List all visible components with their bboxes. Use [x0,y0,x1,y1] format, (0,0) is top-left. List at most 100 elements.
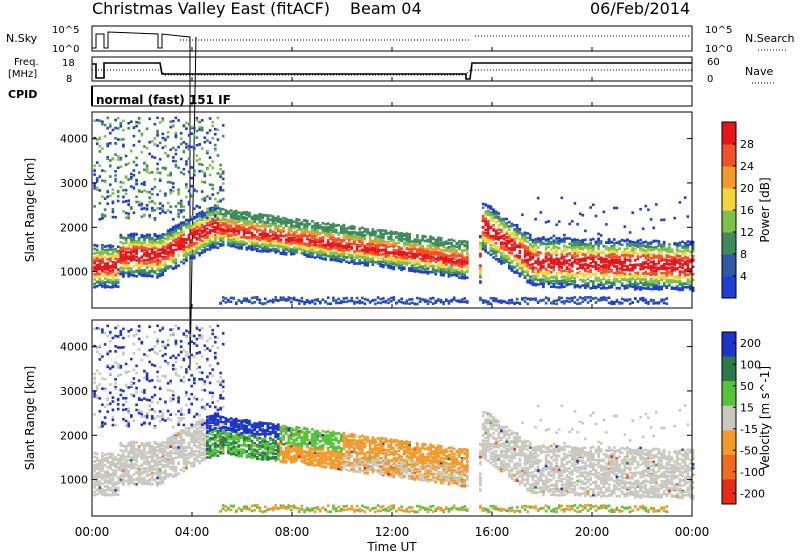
power-cell [206,151,209,155]
power-cell [127,203,130,207]
power-cell [431,250,435,254]
power-cell [403,242,406,246]
power-cell [403,250,406,254]
power-cell [166,232,170,236]
power-cell [182,150,186,154]
power-cell [235,242,238,246]
power-cell [235,225,238,228]
power-cell [237,232,241,235]
power-cell [106,157,109,161]
power-cell [250,231,254,235]
power-cell [368,245,372,249]
power-cell [316,222,319,226]
power-cell [557,271,561,275]
power-cell [342,246,346,250]
power-cell [164,249,167,253]
power-cell [326,222,330,225]
power-cell [334,255,338,259]
power-cell [489,246,493,250]
power-cell [410,298,414,301]
power-cell [219,199,222,203]
power-cell [124,265,128,268]
power-cell [153,246,157,250]
power-cell [437,266,440,270]
power-cell [119,236,123,239]
power-cell [523,231,527,235]
power-cell [489,205,493,208]
power-cell [521,213,524,217]
power-cell [426,256,430,260]
power-cell [158,248,162,252]
power-cell [418,261,422,265]
power-cell [135,178,138,182]
power-cell [447,241,451,245]
power-cell [316,229,319,233]
power-cell [442,271,445,274]
power-cell [547,242,550,246]
power-cell [101,274,104,278]
power-cell [174,165,178,168]
power-cell [109,122,112,126]
power-cell [98,259,102,263]
power-cell [460,257,464,261]
power-cell [345,235,348,239]
power-cell [326,250,330,253]
power-cell [513,245,516,249]
power-cell [458,299,461,302]
power-cell [198,215,201,218]
power-cell [132,134,136,138]
power-cell [429,238,432,241]
power-cell [221,134,225,138]
power-cell [295,298,298,302]
power-cell [508,251,511,254]
power-cell [256,225,259,228]
power-cell [508,220,511,224]
power-cell [298,299,301,302]
power-cell [145,190,149,194]
power-cell [466,262,469,265]
power-cell [166,209,170,212]
power-cell [389,239,393,243]
power-cell [156,132,159,135]
power-cell [101,195,104,198]
power-cell [229,212,233,216]
power-cell [271,239,275,242]
power-cell [552,266,556,269]
power-cell [332,242,335,245]
power-cell [195,247,199,251]
power-cell [282,219,285,223]
power-cell [550,247,553,251]
power-cell [434,299,438,303]
power-cell [164,138,167,142]
power-cell [124,240,128,244]
power-cell [552,241,556,245]
power-cell [437,264,440,268]
power-cell [324,246,327,250]
power-cell [240,241,243,245]
power-cell [109,269,112,273]
power-cell [458,272,461,276]
power-cell [389,266,393,270]
power-cell [182,209,186,212]
power-cell [261,229,264,233]
power-cell [379,233,382,236]
power-cell [122,195,125,199]
power-cell [298,247,301,250]
power-cell [190,218,193,221]
power-cell [544,238,548,241]
power-cell [156,273,159,276]
power-cell [116,285,120,288]
power-cell [332,251,335,254]
power-cell [229,229,233,233]
power-cell [227,225,230,228]
power-cell [248,300,251,304]
power-cell [303,302,306,306]
power-cell [221,299,225,302]
power-cell [455,269,459,272]
power-cell [261,220,264,223]
power-cell [190,132,193,135]
power-cell [119,266,123,269]
power-cell [203,140,207,144]
power-cell [111,274,115,278]
power-cell [277,246,280,249]
